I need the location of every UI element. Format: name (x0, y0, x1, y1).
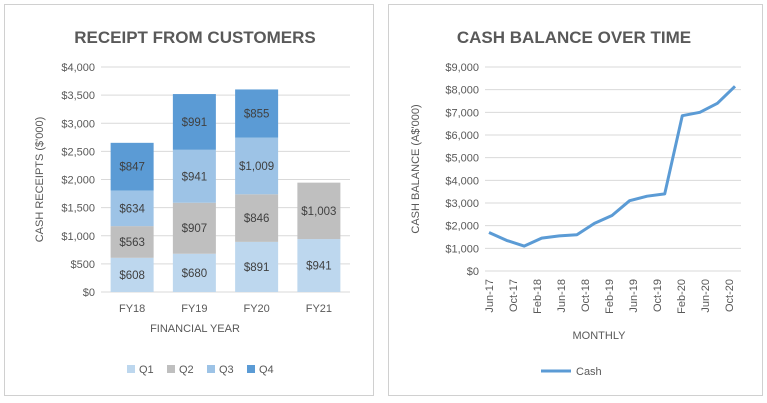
x-tick-label: FY20 (243, 303, 269, 315)
data-label: $941 (306, 261, 332, 273)
x-tick-label: Oct-18 (580, 279, 592, 312)
y-tick-label: $1,000 (445, 243, 479, 255)
y-tick-label: $500 (71, 259, 95, 271)
data-label: $891 (244, 262, 270, 274)
y-tick-label: $3,000 (445, 198, 479, 210)
data-label: $608 (119, 270, 145, 282)
legend-label-q1: Q1 (139, 364, 154, 376)
data-label: $907 (182, 223, 208, 235)
x-tick-label: Jun-20 (700, 279, 712, 313)
y-tick-label: $0 (83, 287, 95, 299)
y-tick-label: $7,000 (445, 107, 479, 119)
chart-title: RECEIPT FROM CUSTOMERS (74, 28, 315, 47)
cash-balance-chart: CASH BALANCE OVER TIME $0 $1,000 $2,000 $3,0… (410, 28, 741, 378)
x-tick-label: Jun-18 (556, 279, 568, 313)
x-tick-label: Oct-17 (508, 279, 520, 312)
bar-segment-q3 (110, 190, 154, 227)
y-tick-label: $4,000 (445, 175, 479, 187)
data-label: $1,003 (301, 206, 336, 218)
bar-segment-q2 (297, 182, 341, 240)
y-tick-label: $4,000 (61, 62, 95, 74)
x-axis-title: FINANCIAL YEAR (150, 323, 240, 335)
receipts-chart: RECEIPT FROM CUSTOMERS $0 $500 $1,000 $1,500… (34, 28, 350, 376)
data-label: $846 (244, 213, 270, 225)
bar-segment-q4 (110, 142, 154, 191)
x-tick-label: FY18 (119, 303, 145, 315)
bar-segment-q3 (172, 149, 216, 203)
y-axis-title: CASH BALANCE (A$'000) (410, 104, 422, 233)
y-tick-label: $2,000 (61, 175, 95, 187)
legend-label-q3: Q3 (219, 364, 234, 376)
legend-swatch-q3 (207, 365, 215, 373)
bar-segment-q4 (172, 94, 216, 150)
data-label: $855 (244, 108, 270, 120)
x-tick-label: Feb-19 (604, 279, 616, 314)
y-tick-label: $2,000 (445, 221, 479, 233)
y-tick-label: $5,000 (445, 153, 479, 165)
y-axis-title: CASH RECEIPTS ($'000) (34, 117, 46, 243)
bar-segment-q3 (235, 137, 279, 195)
legend-label-cash: Cash (576, 366, 602, 378)
legend-swatch-q2 (167, 365, 175, 373)
x-tick-label: Oct-20 (724, 279, 736, 312)
y-tick-label: $1,000 (61, 231, 95, 243)
x-tick-label: Feb-20 (676, 279, 688, 314)
x-tick-label: Oct-19 (652, 279, 664, 312)
data-label: $1,009 (239, 161, 274, 173)
y-tick-label: $0 (467, 266, 479, 278)
x-tick-label: Jun-19 (628, 279, 640, 313)
data-label: $847 (119, 162, 145, 174)
y-tick-label: $9,000 (445, 62, 479, 74)
x-tick-label: FY19 (181, 303, 207, 315)
x-tick-label: Feb-18 (532, 279, 544, 314)
legend-label-q4: Q4 (259, 364, 274, 376)
receipts-chart-panel: RECEIPT FROM CUSTOMERS $0 $500 $1,000 $1,500… (4, 4, 374, 396)
y-tick-label: $3,000 (61, 118, 95, 130)
bar-segment-q1 (110, 257, 154, 292)
y-tick-label: $3,500 (61, 90, 95, 102)
x-axis-title: MONTHLY (573, 330, 627, 342)
bar-segment-q2 (172, 202, 216, 254)
data-label: $991 (182, 117, 208, 129)
bar-segment-q2 (110, 226, 154, 258)
data-label: $680 (182, 268, 208, 280)
bar-segment-q1 (297, 239, 341, 292)
y-tick-label: $1,500 (61, 203, 95, 215)
y-tick-label: $6,000 (445, 130, 479, 142)
chart-title: CASH BALANCE OVER TIME (457, 28, 691, 47)
data-label: $941 (182, 171, 208, 183)
bar-segment-q4 (235, 89, 279, 138)
legend-swatch-q4 (247, 365, 255, 373)
bar-segment-q1 (172, 253, 216, 292)
bar-segment-q2 (235, 194, 279, 242)
data-label: $563 (119, 237, 145, 249)
legend-label-q2: Q2 (179, 364, 194, 376)
legend-swatch-q1 (127, 365, 135, 373)
y-tick-label: $8,000 (445, 85, 479, 97)
x-tick-label: Jun-17 (484, 279, 496, 313)
cash-balance-chart-panel: CASH BALANCE OVER TIME $0 $1,000 $2,000 $3,0… (388, 4, 763, 396)
data-label: $634 (119, 203, 145, 215)
series-line-cash (488, 85, 737, 248)
y-tick-label: $2,500 (61, 146, 95, 158)
x-tick-label: FY21 (306, 303, 332, 315)
bar-segment-q1 (235, 241, 279, 292)
